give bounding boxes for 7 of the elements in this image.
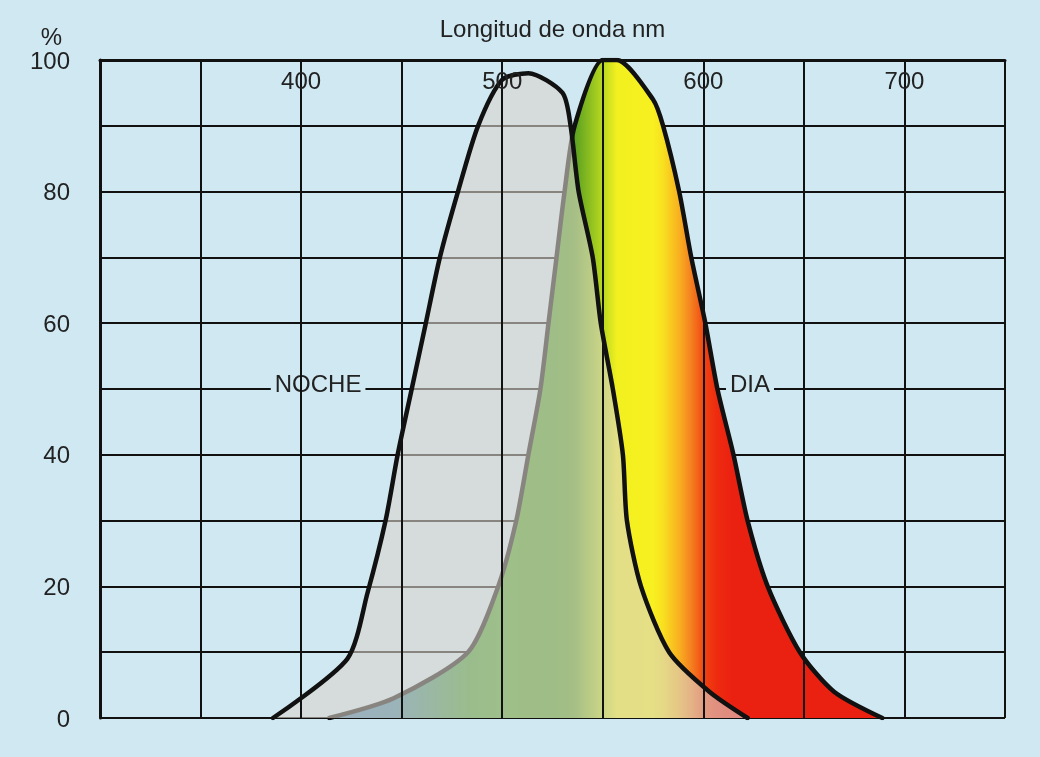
y-tick-label: 60 bbox=[43, 309, 70, 337]
series-label: DIA bbox=[729, 369, 771, 397]
x-axis-title: Longitud de onda nm bbox=[439, 14, 666, 42]
y-tick-label: 40 bbox=[43, 441, 70, 469]
y-tick-label: 20 bbox=[43, 572, 70, 600]
y-tick-label: 80 bbox=[43, 178, 70, 206]
y-tick-label: 0 bbox=[56, 704, 70, 732]
